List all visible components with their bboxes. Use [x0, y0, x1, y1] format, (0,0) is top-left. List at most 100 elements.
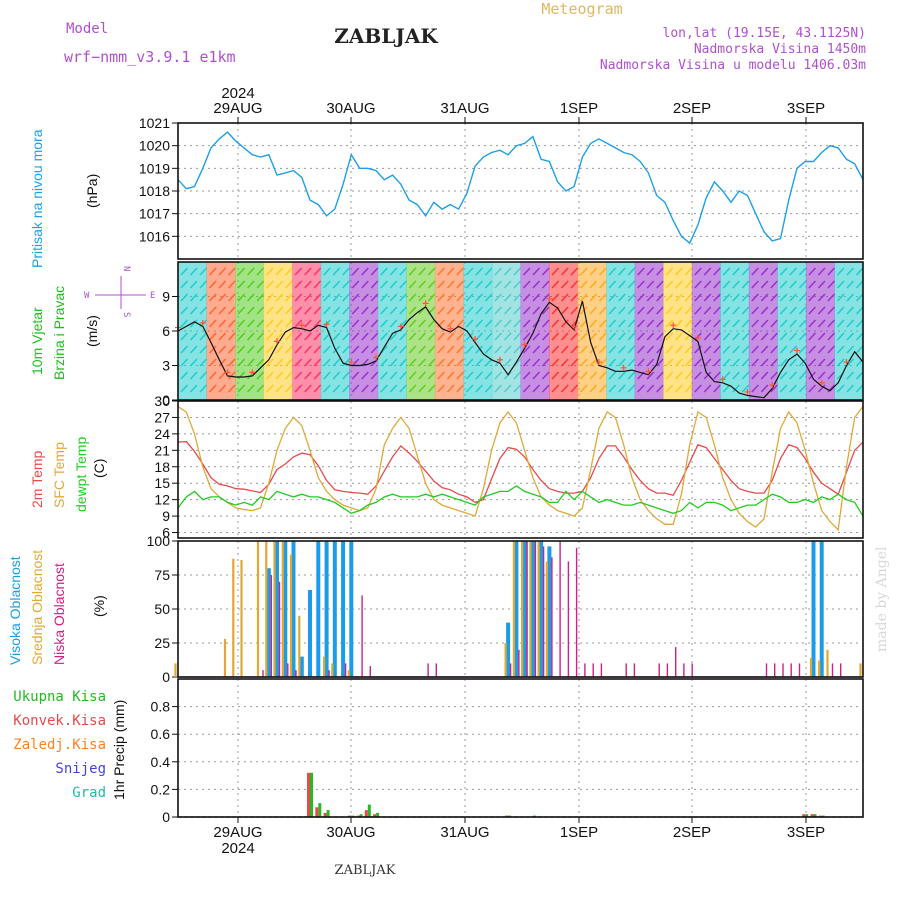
wind-barb [570, 267, 579, 276]
wind-barb [227, 345, 236, 354]
wind-gust-marker [769, 382, 776, 389]
y-tick-label: 0 [162, 392, 170, 408]
wind-barb [484, 267, 493, 276]
wind-barb [541, 293, 550, 302]
wind-barb [494, 332, 503, 341]
y-tick-label: 0 [162, 669, 170, 685]
wind-barb [560, 332, 569, 341]
wind-barb [599, 345, 607, 354]
wind-barb [332, 306, 341, 315]
wind-barb [189, 293, 198, 302]
model-name: wrf−nmm_v3.9.1 e1km [64, 48, 236, 66]
wind-barb [608, 267, 617, 276]
cloud-ylabel-low: Niska Oblacnost [51, 563, 67, 665]
wind-barb [437, 306, 445, 315]
wind-barb [827, 358, 836, 367]
wind-barb [579, 384, 588, 393]
wind-barb [732, 293, 740, 302]
wind-barb [798, 280, 807, 289]
wind-barb [703, 280, 712, 289]
model-elevation-text: Nadmorska Visina u modelu 1406.03m [600, 58, 866, 73]
plot-area: 1016101710181019102010210369691215182124… [139, 100, 864, 841]
cloud-mid-bar [265, 541, 268, 677]
wind-barb [237, 306, 246, 315]
wind-barb [637, 384, 645, 393]
wind-direction-band [463, 262, 493, 400]
wind-barb [570, 332, 579, 341]
wind-barb [751, 293, 759, 302]
wind-barb [589, 293, 598, 302]
conv-precip-bar [810, 814, 814, 817]
wind-barb [589, 384, 598, 393]
wind-barb [684, 371, 693, 380]
wind-barb [627, 306, 636, 315]
wind-ylabel-2: Brzina i Pravac [51, 286, 67, 380]
wind-barb [465, 306, 474, 315]
wind-barb [722, 371, 731, 380]
cloud-mid-bar [504, 643, 507, 677]
wind-barb [256, 319, 265, 328]
cloud-low-bar [774, 663, 776, 677]
wind-barb [294, 371, 303, 380]
wind-barb [247, 319, 255, 328]
wind-barb [266, 306, 274, 315]
wind-ylabel-1: 10m Vjetar [29, 307, 45, 375]
wind-barb [256, 371, 265, 380]
cloud-mid-bar [826, 649, 829, 677]
wind-barb [599, 371, 607, 380]
wind-barb [418, 293, 426, 302]
wind-barb [656, 319, 664, 328]
wind-barb [770, 280, 778, 289]
x-day-label-bottom: 2SEP [673, 824, 711, 841]
wind-barb [446, 280, 455, 289]
panel-frame [177, 678, 864, 818]
wind-barb [275, 384, 284, 393]
cloud-unit: (%) [91, 595, 107, 617]
wind-barb [418, 319, 426, 328]
wind-barb [256, 345, 265, 354]
wind-barb [817, 371, 826, 380]
wind-barb [817, 345, 826, 354]
y-tick-label: 27 [154, 409, 170, 425]
wind-barb [503, 267, 512, 276]
wind-barb [732, 332, 740, 341]
wind-barb [760, 358, 769, 367]
wind-barb [342, 306, 350, 315]
wind-gust-marker [546, 295, 553, 302]
cloud-low-bar [361, 595, 363, 677]
wind-barb [199, 267, 208, 276]
cloud-mid-bar [289, 554, 293, 677]
wind-barb [313, 319, 322, 328]
wind-barb [513, 384, 522, 393]
wind-barb [484, 371, 493, 380]
conv-precip-bar [307, 772, 310, 817]
wind-barb [361, 306, 369, 315]
wind-barb [713, 332, 721, 341]
wind-barb [465, 280, 474, 289]
wind-barb [694, 306, 702, 315]
wind-barb [361, 293, 369, 302]
wind-barb [789, 306, 797, 315]
wind-barb [827, 332, 836, 341]
wind-barb [437, 267, 445, 276]
wind-barb [808, 280, 817, 289]
model-label: Model [66, 21, 108, 37]
wind-barb [646, 267, 655, 276]
cloud-high-bar [316, 541, 321, 677]
wind-barb [313, 293, 322, 302]
cloud-low-bar [675, 647, 677, 677]
wind-gust-marker [298, 322, 305, 329]
wind-barb [332, 332, 341, 341]
wind-barb [351, 332, 360, 341]
wind-barb [732, 280, 740, 289]
wind-barb [836, 384, 845, 393]
wind-gust-marker [199, 319, 206, 326]
temp-sfc-line [177, 405, 864, 532]
cloud-low-bar [542, 546, 545, 677]
wind-barb [370, 306, 379, 315]
wind-barb [475, 267, 484, 276]
wind-barb [703, 358, 712, 367]
wind-barb [370, 384, 379, 393]
wind-barb [760, 267, 769, 276]
wind-barb [446, 267, 455, 276]
